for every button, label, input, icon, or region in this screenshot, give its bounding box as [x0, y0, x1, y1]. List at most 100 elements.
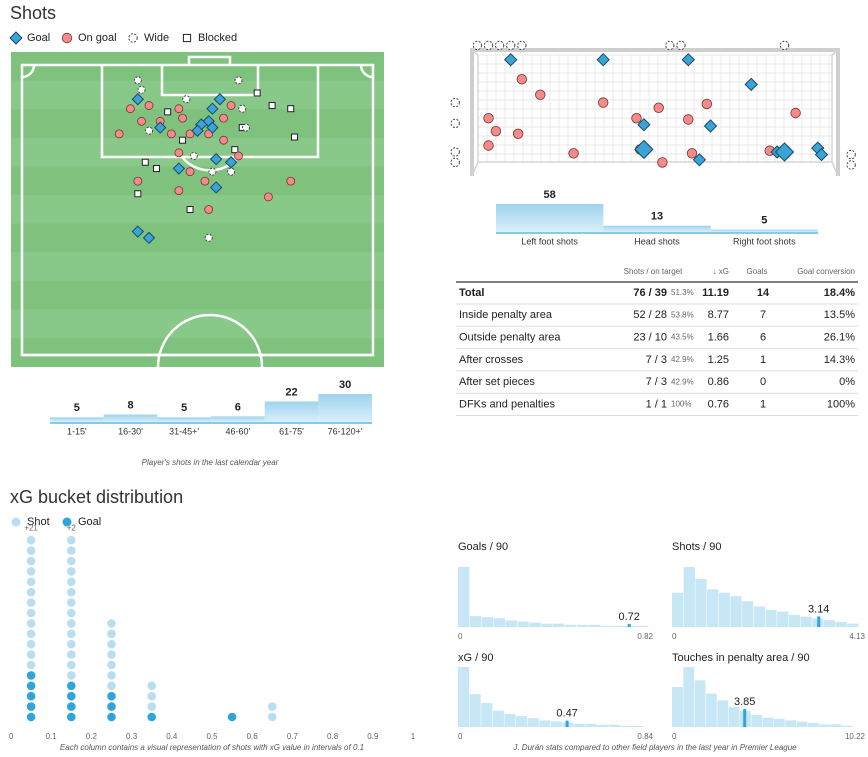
goal-marker: [142, 231, 156, 245]
x-tick-label: 0.7: [287, 732, 299, 741]
shot-dot: [107, 629, 116, 639]
shot-dot: [107, 619, 116, 628]
table-cell: 1: [760, 398, 766, 410]
overflow-label: +21: [24, 523, 38, 532]
goal-marker: [503, 52, 518, 67]
marker-label: 3.85: [734, 696, 755, 708]
legend-label: Blocked: [198, 32, 237, 44]
histogram-bar: [505, 620, 517, 627]
x-tick-label: 1: [411, 732, 416, 741]
legend-symbol: [182, 33, 192, 43]
blocked-marker: [253, 89, 261, 97]
bar: [157, 417, 211, 422]
category-label: 61-75': [279, 426, 304, 436]
wide-marker: [665, 40, 675, 51]
histogram-bar: [574, 723, 586, 727]
wide-marker: [227, 167, 236, 176]
on-goal-marker: [263, 192, 273, 202]
column-header: Goals: [747, 267, 768, 276]
table-cell: 7 / 3: [646, 376, 667, 388]
histogram-bar: [672, 687, 683, 727]
wide-marker: [234, 76, 243, 85]
x-tick-label: 0: [458, 732, 463, 741]
on-goal-marker: [512, 128, 524, 140]
histogram-bar: [608, 724, 620, 727]
histogram-bar: [469, 694, 481, 727]
histogram-bar: [527, 718, 539, 727]
shot-dot: [26, 608, 36, 618]
histogram-bar: [835, 621, 847, 627]
goal-dot: [147, 712, 156, 722]
bar: [211, 416, 265, 422]
shot-dot: [107, 639, 116, 649]
goal-marker: [153, 121, 167, 134]
player-marker: [627, 623, 631, 627]
goal-marker: [131, 93, 145, 106]
wide-marker: [208, 167, 217, 176]
table-cell: 100%: [827, 398, 855, 410]
blocked-marker: [179, 136, 187, 144]
on-goal-marker: [174, 148, 184, 158]
histogram-bar: [785, 720, 797, 727]
on-goal-marker: [790, 107, 801, 119]
section-title: xG bucket distribution: [10, 487, 183, 507]
shot-dot: [26, 587, 36, 597]
pitch-line: [359, 64, 374, 79]
wide-marker: [779, 40, 790, 51]
goal-marker: [596, 52, 610, 67]
pitch-line: [156, 313, 264, 368]
histogram-bar: [588, 624, 601, 627]
on-goal-marker: [568, 148, 579, 159]
category-label: Left foot shots: [521, 236, 578, 246]
shot-dot: [67, 598, 76, 607]
histogram-bar: [458, 667, 470, 727]
bar: [50, 417, 104, 422]
goal-marker: [703, 119, 718, 133]
player-marker: [817, 616, 821, 627]
shot-dot: [26, 546, 36, 555]
goal-dot: [67, 681, 76, 691]
x-tick-label: 4.13: [849, 632, 865, 641]
histogram-bar: [707, 589, 719, 627]
legend-symbol: [128, 33, 138, 43]
pitch-line: [187, 55, 232, 65]
on-goal-marker: [657, 157, 668, 168]
goal-dot: [227, 712, 237, 722]
table-cell: 23 / 10: [633, 332, 667, 344]
goal-marker: [637, 117, 651, 132]
shot-dot: [26, 535, 36, 545]
histogram-bar: [620, 725, 632, 727]
histogram-bar: [632, 725, 644, 727]
on-goal-marker: [219, 135, 229, 145]
table-cell: 7 / 3: [646, 354, 667, 366]
shot-dot: [67, 660, 76, 670]
histogram-bar: [517, 621, 529, 627]
on-goal-marker: [174, 104, 184, 114]
pitch-line: [160, 65, 260, 97]
x-tick-label: 0: [458, 632, 463, 641]
chart-title: Shots / 90: [672, 541, 722, 553]
bar: [710, 229, 818, 232]
goal-dot: [67, 691, 76, 701]
shot-dot: [26, 619, 36, 628]
on-goal-marker: [219, 113, 229, 123]
wide-marker: [517, 40, 527, 51]
goal-post: [470, 48, 840, 176]
value-label: 6: [235, 401, 241, 413]
histogram-bar: [718, 592, 730, 627]
category-label: 46-60': [225, 426, 250, 436]
table-cell: 1.25: [708, 354, 729, 366]
histogram-bar: [728, 707, 740, 727]
histogram-bar: [777, 611, 789, 627]
on-goal-marker: [631, 112, 642, 124]
wide-marker: [189, 151, 198, 160]
category-label: 31-45+': [169, 426, 199, 436]
histogram-bar: [765, 609, 777, 627]
goal-dot: [26, 671, 36, 680]
goal-marker: [206, 121, 219, 134]
column-header: Shots / on target: [624, 267, 683, 276]
bar: [496, 204, 604, 232]
blocked-marker: [152, 165, 160, 173]
on-goal-marker: [204, 205, 214, 214]
row-label: After set pieces: [459, 376, 535, 388]
